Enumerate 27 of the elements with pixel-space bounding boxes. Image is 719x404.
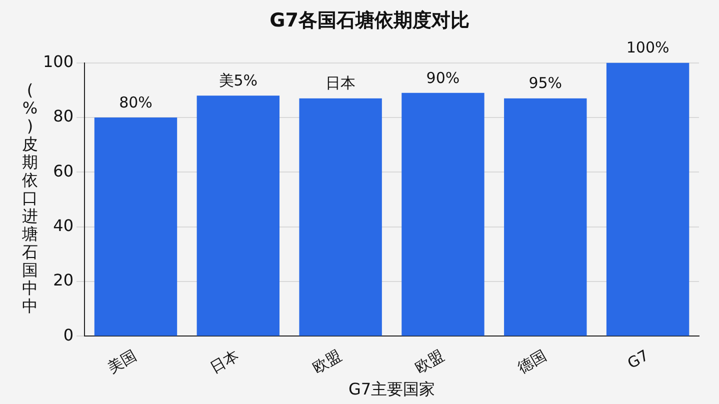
bar: [504, 98, 587, 336]
annotation: 美5%: [218, 72, 258, 90]
x-tick-label: 美国: [104, 346, 140, 377]
bar: [196, 96, 280, 336]
annotation: 95%: [528, 74, 562, 92]
text: (%)皮期依口进塘石国中中: [22, 80, 38, 316]
text: 100%: [626, 38, 670, 57]
x-axis-title: G7主要国家: [348, 380, 436, 399]
x-tick-label: 欧盟: [412, 346, 447, 377]
y-tick-label: 100: [42, 52, 74, 71]
x-tick-label: 日本: [207, 346, 242, 377]
y-tick-label: 40: [53, 216, 74, 236]
chart-title: G7各国石塘依期度对比: [270, 9, 470, 32]
y-tick-label: 20: [53, 270, 74, 290]
x-tick-label: G7: [624, 346, 652, 372]
bar: [94, 117, 178, 336]
y-tick-label: 60: [53, 161, 74, 180]
annotation: 80%: [119, 93, 152, 112]
x-tick-label: 德国: [514, 346, 550, 377]
x-tick-label: 欧盟: [310, 346, 345, 377]
annotation: 90%: [426, 68, 460, 87]
annotation: 日本: [326, 74, 356, 92]
bar: [299, 98, 382, 336]
bar: [606, 62, 690, 336]
bar: [402, 92, 484, 336]
y-tick-label: 0: [63, 325, 74, 344]
y-tick-label: 80: [53, 106, 74, 126]
